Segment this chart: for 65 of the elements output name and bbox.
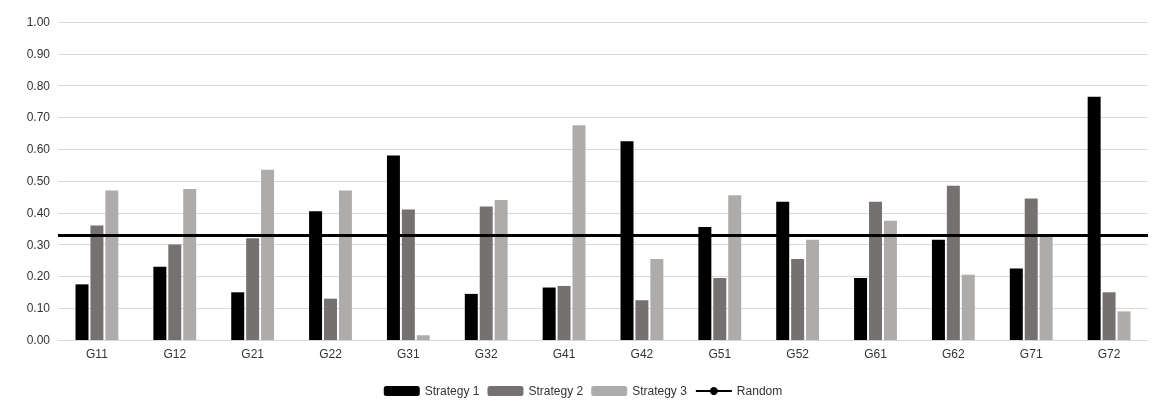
- legend-label: Strategy 1: [424, 384, 480, 398]
- x-tick-label: G72: [1097, 347, 1121, 361]
- y-tick-label: 0.10: [26, 301, 51, 316]
- bar: [168, 244, 182, 340]
- bar: [713, 277, 727, 340]
- x-tick-label: G52: [786, 347, 810, 361]
- bar: [1039, 235, 1053, 340]
- x-tick-label: G32: [474, 347, 498, 361]
- bar: [1117, 311, 1131, 340]
- x-tick-label: G31: [397, 347, 421, 361]
- bar: [791, 258, 805, 340]
- bar: [1102, 292, 1116, 340]
- x-tick-label: G71: [1019, 347, 1043, 361]
- bar: [1009, 268, 1023, 340]
- y-tick-label: 0.00: [26, 333, 51, 347]
- bar: [806, 239, 820, 340]
- y-tick-label: 0.60: [26, 142, 51, 157]
- legend-label: Strategy 3: [632, 384, 688, 398]
- bar: [246, 238, 260, 340]
- y-tick-label: 0.70: [26, 110, 51, 125]
- bar: [401, 209, 415, 340]
- y-tick-label: 0.40: [26, 205, 51, 220]
- bar: [635, 300, 649, 340]
- x-tick-label: G51: [708, 347, 732, 361]
- bar: [324, 298, 337, 340]
- bar: [464, 293, 478, 340]
- bar: [542, 287, 556, 340]
- x-tick-label: G41: [552, 347, 576, 361]
- bar: [338, 190, 352, 340]
- y-tick-label: 0.90: [26, 46, 51, 61]
- bar: [557, 285, 571, 340]
- bar: [183, 188, 197, 340]
- legend-label: Random: [736, 384, 783, 398]
- bar: [105, 190, 119, 340]
- x-tick-label: G61: [864, 347, 888, 361]
- x-tick-label: G12: [163, 347, 187, 361]
- bar: [572, 125, 586, 340]
- y-tick-label: 0.80: [26, 78, 51, 93]
- bar: [153, 266, 167, 340]
- bar: [231, 292, 245, 340]
- x-tick-label: G42: [630, 347, 654, 361]
- bar: [854, 277, 868, 340]
- y-tick-label: 0.20: [26, 269, 51, 284]
- bar: [416, 335, 430, 340]
- y-tick-label: 1.00: [26, 15, 51, 29]
- bar: [90, 225, 104, 340]
- bar: [728, 195, 742, 340]
- bar: [75, 284, 89, 340]
- bar: [479, 206, 493, 340]
- x-tick-label: G62: [942, 347, 966, 361]
- bar: [1024, 198, 1038, 340]
- bar: [883, 220, 897, 340]
- bar: [946, 185, 960, 340]
- x-tick-label: G22: [319, 347, 343, 361]
- bar: [961, 274, 975, 340]
- bar: [931, 239, 945, 340]
- y-tick-label: 0.50: [26, 174, 51, 188]
- bar: [261, 169, 275, 340]
- bar: [650, 258, 664, 340]
- bar: [869, 201, 882, 340]
- legend-label: Strategy 2: [528, 384, 584, 398]
- bar: [494, 200, 508, 340]
- x-tick-label: G21: [241, 347, 265, 361]
- x-tick-label: G11: [86, 347, 109, 361]
- y-tick-label: 0.30: [26, 237, 51, 252]
